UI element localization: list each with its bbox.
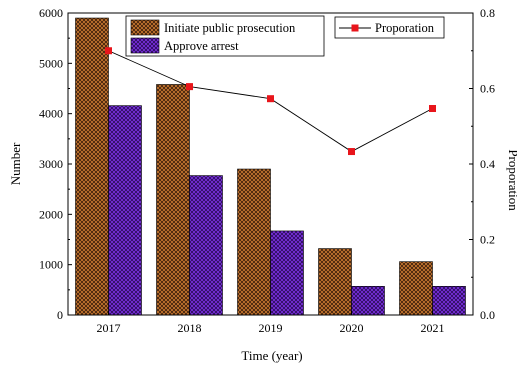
legend-line: Proporation bbox=[334, 16, 445, 39]
legend-label-arrest: Approve arrest bbox=[164, 39, 239, 53]
x-tick-label-2020: 2020 bbox=[340, 321, 364, 335]
y2-tick-label: 0.6 bbox=[480, 82, 495, 96]
bar-prosecution-2017 bbox=[75, 17, 109, 316]
y-tick-label: 5000 bbox=[39, 56, 63, 70]
legend-line-marker bbox=[351, 24, 359, 32]
x-axis-title: Time (year) bbox=[241, 348, 302, 363]
y-tick-label: 1000 bbox=[39, 258, 63, 272]
x-tick-label-2017: 2017 bbox=[97, 321, 121, 335]
y-tick-label: 2000 bbox=[39, 207, 63, 221]
legend-swatch-prosecution bbox=[130, 19, 160, 36]
bar-prosecution-2018 bbox=[156, 84, 190, 316]
x-tick-label-2018: 2018 bbox=[178, 321, 202, 335]
y-tick-label: 3000 bbox=[39, 157, 63, 171]
bar-prosecution-2019 bbox=[237, 168, 271, 316]
bar-arrest-2019 bbox=[270, 230, 304, 316]
legend-label-proporation: Proporation bbox=[375, 21, 435, 35]
bar-prosecution-2020 bbox=[318, 248, 352, 316]
bars-layer bbox=[75, 17, 466, 316]
proporation-point-2019 bbox=[267, 95, 274, 103]
y2-tick-label: 0.4 bbox=[480, 157, 495, 171]
proporation-point-2020 bbox=[348, 148, 355, 156]
legend-swatch-arrest bbox=[130, 37, 160, 54]
y-tick-label: 4000 bbox=[39, 107, 63, 121]
y2-tick-label: 0.2 bbox=[480, 233, 495, 247]
y-tick-label: 6000 bbox=[39, 6, 63, 20]
x-tick-label-2021: 2021 bbox=[421, 321, 445, 335]
proporation-point-2017 bbox=[105, 47, 112, 55]
legend-bars: Initiate public prosecution Approve arre… bbox=[125, 15, 325, 57]
y2-tick-label: 0.8 bbox=[480, 6, 495, 20]
bar-arrest-2017 bbox=[108, 105, 142, 316]
bar-arrest-2020 bbox=[351, 286, 385, 316]
y-axis-title: Number bbox=[8, 142, 23, 185]
proporation-point-2021 bbox=[429, 105, 436, 113]
axes-layer: 0 1000 2000 3000 4000 5000 6000 0.0 0.2 0.4 0.6 0.8… bbox=[39, 6, 495, 335]
bar-arrest-2021 bbox=[432, 286, 466, 316]
y-tick-label: 0 bbox=[57, 308, 63, 322]
bar-arrest-2018 bbox=[189, 175, 223, 316]
bar-prosecution-2021 bbox=[399, 261, 433, 316]
line-layer bbox=[105, 47, 436, 156]
proporation-point-2018 bbox=[186, 83, 193, 91]
legend-label-prosecution: Initiate public prosecution bbox=[164, 21, 296, 35]
legend-box-line bbox=[334, 16, 445, 39]
y2-tick-label: 0.0 bbox=[480, 308, 495, 322]
y2-axis-title: Proporation bbox=[506, 149, 517, 211]
x-tick-label-2019: 2019 bbox=[259, 321, 283, 335]
